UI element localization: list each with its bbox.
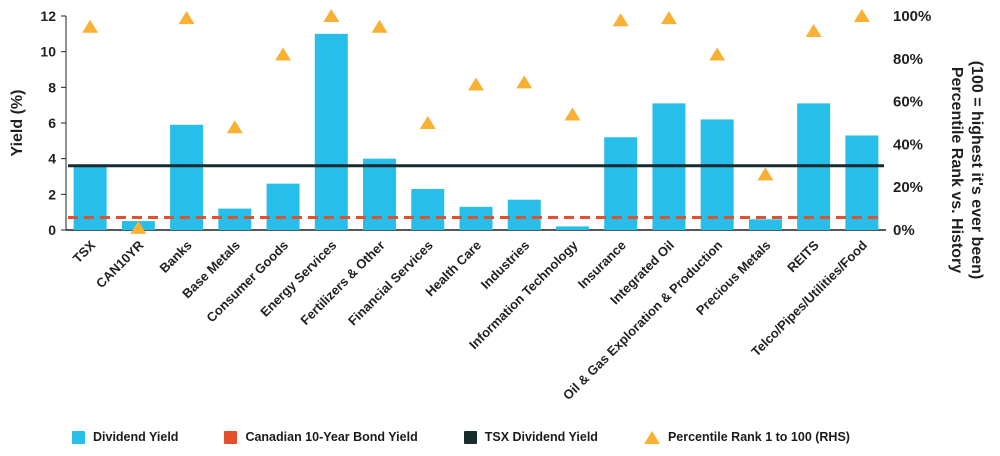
bar-energy-services (314, 33, 348, 231)
percentile-marker-insurance (612, 13, 629, 27)
right-axis-tick-label: 80% (893, 51, 923, 68)
bar-precious-metals (748, 219, 782, 230)
left-axis-tick-label: 2 (48, 186, 56, 202)
percentile-marker-fertilizers-other (371, 19, 388, 33)
left-axis-tick-label: 8 (48, 79, 56, 95)
legend-label: Canadian 10-Year Bond Yield (245, 430, 418, 444)
right-axis-subtitle: (100 = highest it's ever been) (968, 61, 985, 280)
percentile-marker-consumer-goods (275, 47, 292, 61)
percentile-marker-health-care (468, 77, 484, 91)
percentile-marker-industries (516, 75, 533, 89)
left-axis-tick-label: 0 (48, 222, 56, 238)
percentile-marker-integrated-oil (660, 11, 677, 25)
legend-item: Canadian 10-Year Bond Yield (224, 430, 418, 444)
right-axis-title: Percentile Rank vs. History (948, 67, 965, 273)
percentile-marker-tsx (82, 19, 99, 33)
percentile-marker-can10yr (130, 220, 147, 234)
x-axis-label: Financial Services (345, 238, 436, 329)
x-axis-label: Fertilizers & Other (297, 238, 387, 328)
left-axis-tick-label: 10 (40, 44, 56, 60)
legend-label: Dividend Yield (93, 430, 179, 444)
legend-label: TSX Dividend Yield (484, 430, 598, 444)
percentile-marker-banks (178, 11, 195, 25)
percentile-marker-oil-gas-exploration-production (709, 47, 726, 61)
percentile-marker-reits (805, 23, 822, 37)
x-axis-label: CAN10YR (93, 237, 147, 291)
left-axis-tick-label: 12 (40, 8, 56, 24)
right-axis-tick-label: 0% (893, 222, 915, 239)
bar-base-metals (218, 208, 252, 230)
legend-item: TSX Dividend Yield (463, 430, 598, 444)
legend-item: Percentile Rank 1 to 100 (RHS) (643, 430, 850, 444)
legend-item: Dividend Yield (72, 430, 178, 444)
percentile-marker-financial-services (419, 116, 436, 129)
percentile-marker-base-metals (226, 120, 243, 134)
bar-insurance (604, 137, 638, 230)
right-axis-tick-label: 60% (893, 94, 923, 111)
bar-banks (170, 124, 204, 230)
x-axis-label: TSX (70, 237, 99, 266)
x-axis-label: Consumer Goods (203, 238, 291, 326)
legend-label: Percentile Rank 1 to 100 (RHS) (667, 430, 850, 444)
bar-oil-gas-exploration-production (700, 119, 734, 230)
right-axis-tick-label: 20% (893, 179, 923, 196)
left-axis-tick-label: 6 (48, 115, 56, 131)
percentile-marker-telco-pipes-utilities-food (853, 9, 870, 22)
bar-consumer-goods (266, 183, 300, 230)
percentile-marker-information-technology (564, 107, 581, 121)
legend-square-swatch (463, 430, 477, 444)
bar-tsx (73, 165, 107, 230)
right-axis-tick-label: 40% (893, 136, 923, 153)
left-axis-tick-label: 4 (48, 151, 56, 167)
bar-industries (507, 199, 541, 230)
bar-financial-services (411, 188, 445, 230)
bar-information-technology (555, 226, 589, 230)
bar-telco-pipes-utilities-food (845, 135, 879, 230)
legend-triangle-swatch (643, 430, 660, 444)
legend-square-swatch (224, 430, 238, 444)
percentile-marker-precious-metals (757, 167, 774, 181)
left-axis-title: Yield (%) (9, 90, 26, 157)
chart-legend: Dividend Yield Canadian 10-Year Bond Yiel… (0, 418, 1000, 456)
legend-square-swatch (72, 430, 85, 444)
right-axis-tick-label: 100% (893, 8, 931, 25)
bar-fertilizers-other (363, 158, 397, 230)
x-axis-label: REITS (784, 237, 822, 275)
percentile-marker-energy-services (323, 9, 340, 22)
x-axis-label: Banks (157, 238, 195, 276)
